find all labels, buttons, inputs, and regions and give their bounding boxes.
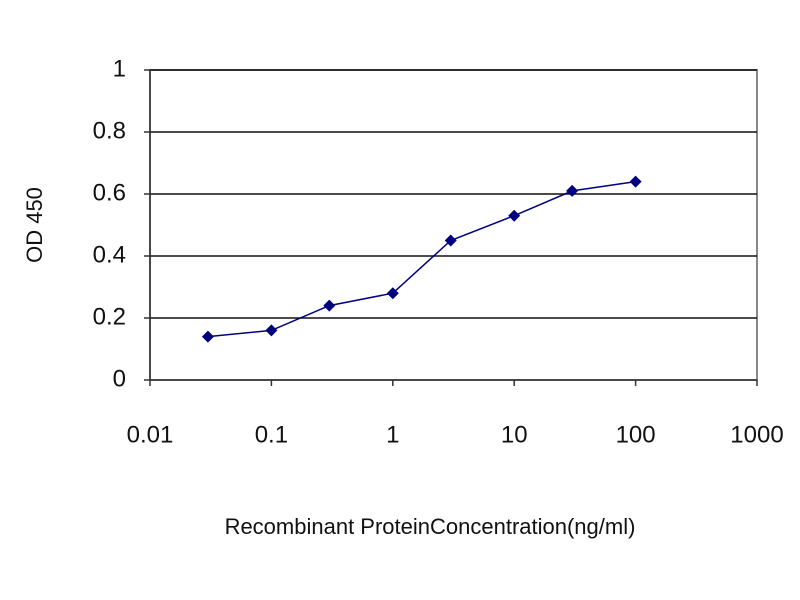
- x-axis-title: Recombinant ProteinConcentration(ng/ml): [225, 514, 636, 539]
- data-point: [566, 184, 579, 197]
- series-line: [207, 180, 636, 338]
- y-tick-label: 0.6: [93, 179, 126, 206]
- x-tick-label: 0.1: [255, 421, 288, 448]
- data-point: [323, 299, 336, 312]
- data-point: [444, 234, 457, 247]
- x-tick-label: 1000: [730, 421, 783, 448]
- y-tick-label: 0: [113, 365, 126, 392]
- y-axis-title: OD 450: [22, 187, 47, 263]
- data-point: [201, 330, 214, 343]
- x-tick-label: 1: [386, 421, 399, 448]
- x-tick-label: 10: [501, 421, 528, 448]
- x-tick-label: 100: [616, 421, 656, 448]
- y-tick-label: 1: [113, 55, 126, 82]
- data-point: [386, 287, 399, 300]
- y-tick-label: 0.8: [93, 117, 126, 144]
- data-point: [629, 175, 642, 188]
- x-tick-label: 0.01: [127, 421, 174, 448]
- plot-area: [149, 69, 758, 381]
- y-tick-label: 0.2: [93, 303, 126, 330]
- data-point: [508, 209, 521, 222]
- data-point: [265, 324, 278, 337]
- y-tick-label: 0.4: [93, 241, 126, 268]
